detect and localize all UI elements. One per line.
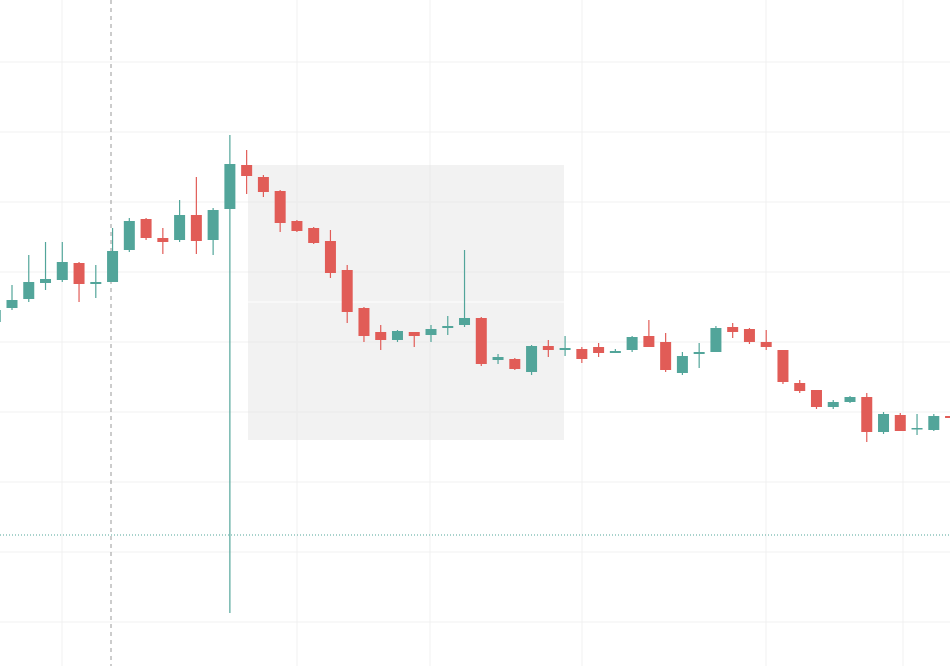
candle-body: [174, 215, 186, 240]
candle-body: [810, 390, 822, 407]
candle-body: [559, 348, 571, 350]
candle-body: [0, 310, 1, 322]
candle-body: [643, 336, 655, 347]
candle-body: [90, 282, 102, 284]
candle-body: [760, 342, 772, 347]
candle-body: [593, 347, 605, 353]
candle-body: [945, 416, 950, 418]
candle-body: [358, 308, 370, 336]
candle-body: [844, 397, 856, 402]
candle-body: [861, 397, 873, 432]
candle-body: [676, 356, 688, 373]
candle-body: [827, 402, 839, 407]
candle-body: [693, 352, 705, 354]
candle-body: [542, 346, 554, 350]
candle-body: [56, 262, 68, 280]
candle-body: [107, 251, 119, 282]
candle-body: [23, 282, 35, 299]
candle-body: [710, 328, 722, 352]
candle-body: [123, 221, 135, 250]
candle-body: [794, 383, 806, 391]
candle-body: [727, 327, 739, 332]
candle-body: [509, 359, 521, 369]
candle-body: [928, 416, 940, 430]
candle-body: [375, 332, 387, 340]
candle-body: [626, 337, 638, 350]
candle-body: [492, 357, 504, 360]
candle-body: [475, 318, 487, 364]
candle-body: [576, 349, 588, 359]
candle-body: [274, 191, 286, 223]
candle-body: [190, 215, 202, 241]
candle-body: [660, 342, 672, 370]
candle-body: [207, 210, 219, 240]
candle-body: [743, 329, 755, 342]
candle-body: [341, 270, 353, 312]
candle-body: [459, 318, 471, 325]
candle-body: [257, 177, 269, 192]
candle-body: [224, 164, 236, 209]
candle-body: [526, 346, 538, 372]
candle-body: [391, 331, 403, 340]
candle-body: [777, 350, 789, 382]
candle-body: [241, 165, 253, 176]
candle-body: [140, 219, 152, 238]
candle-body: [442, 326, 454, 328]
candle-body: [425, 329, 437, 335]
candle-body: [308, 228, 320, 243]
candle-body: [408, 332, 420, 336]
candle-body: [291, 221, 303, 231]
candle-body: [911, 428, 923, 430]
candle-body: [894, 415, 906, 431]
candle-body: [40, 279, 52, 283]
candle-body: [324, 241, 336, 273]
candle-body: [609, 351, 621, 353]
candle-body: [6, 300, 18, 308]
candle-body: [157, 238, 169, 242]
candles: [0, 135, 950, 613]
candle-body: [73, 263, 85, 284]
candle-body: [878, 414, 890, 432]
